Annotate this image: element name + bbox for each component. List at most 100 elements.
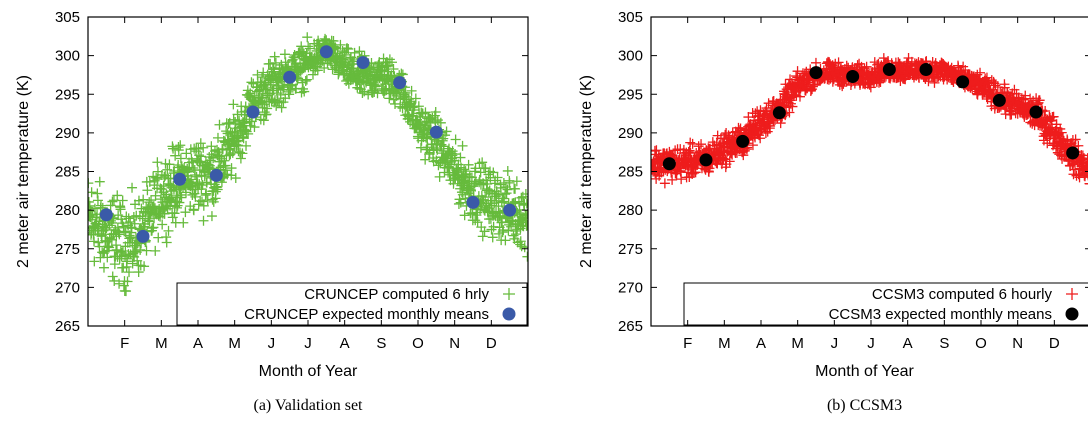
hourly-point xyxy=(520,189,528,200)
hourly-point xyxy=(198,215,209,226)
hourly-point xyxy=(299,86,310,97)
hourly-point xyxy=(670,145,681,156)
y-tick-label: 265 xyxy=(618,318,643,335)
hourly-point xyxy=(477,157,488,168)
hourly-point xyxy=(112,190,123,201)
hourly-point xyxy=(187,156,198,167)
hourly-point xyxy=(1074,172,1085,183)
monthly-mean-point xyxy=(846,69,860,83)
hourly-point xyxy=(406,85,417,96)
monthly-mean-point xyxy=(429,125,443,139)
monthly-mean-point xyxy=(809,66,823,80)
hourly-point xyxy=(839,76,850,87)
x-tick-label: D xyxy=(486,335,497,352)
hourly-point xyxy=(330,42,341,53)
monthly-mean-point xyxy=(956,75,970,89)
y-tick-label: 300 xyxy=(55,48,80,65)
hourly-point xyxy=(755,133,766,144)
y-tick-label: 290 xyxy=(55,125,80,142)
x-tick-label: J xyxy=(831,335,839,352)
hourly-point xyxy=(148,222,159,233)
hourly-point xyxy=(120,286,131,297)
hourly-point xyxy=(1070,134,1081,145)
hourly-point xyxy=(463,159,474,170)
monthly-mean-point xyxy=(1029,105,1043,119)
hourly-point xyxy=(1056,127,1067,138)
hourly-point xyxy=(667,174,678,185)
y-axis: 265 270 275 280 285 290 295 300 305 xyxy=(55,9,528,335)
hourly-point xyxy=(163,225,174,236)
hourly-point xyxy=(133,195,144,206)
monthly-means xyxy=(99,45,517,243)
hourly-point xyxy=(929,77,940,88)
hourly-point xyxy=(142,185,153,196)
hourly-point xyxy=(1084,162,1088,165)
legend-marker-hourly xyxy=(503,288,515,300)
hourly-point xyxy=(103,241,114,252)
hourly-point xyxy=(109,275,120,286)
hourly-point xyxy=(718,153,729,164)
hourly-point xyxy=(167,212,178,223)
hourly-point xyxy=(162,164,173,175)
hourly-point xyxy=(696,139,707,150)
hourly-point xyxy=(457,140,468,151)
hourly-point xyxy=(407,102,418,113)
monthly-mean-point xyxy=(99,208,113,222)
hourly-point xyxy=(685,137,696,148)
y-tick-label: 275 xyxy=(55,241,80,258)
hourly-point xyxy=(152,157,163,168)
hourly-point xyxy=(833,57,844,68)
monthly-mean-point xyxy=(699,153,713,167)
hourly-point xyxy=(1009,84,1020,95)
hourly-point xyxy=(304,43,315,54)
hourly-point xyxy=(455,152,466,163)
monthly-mean-point xyxy=(393,76,407,90)
hourly-point xyxy=(480,192,491,203)
hourly-point xyxy=(301,74,312,85)
x-tick-label: A xyxy=(340,335,350,352)
hourly-point xyxy=(747,140,758,151)
hourly-point xyxy=(104,242,115,253)
hourly-point xyxy=(89,236,100,247)
hourly-point xyxy=(430,106,441,117)
hourly-point xyxy=(241,126,252,137)
hourly-point xyxy=(150,245,161,256)
y-tick-label: 305 xyxy=(55,9,80,26)
hourly-point xyxy=(690,167,701,178)
hourly-point xyxy=(1083,157,1088,168)
y-tick-label: 305 xyxy=(618,9,643,26)
monthly-mean-point xyxy=(173,172,187,186)
hourly-point xyxy=(384,93,395,104)
x-tick-label: M xyxy=(228,335,241,352)
hourly-point xyxy=(502,165,513,176)
hourly-point xyxy=(190,191,201,202)
hourly-point xyxy=(92,195,103,206)
hourly-point xyxy=(107,217,118,228)
x-tick-label: M xyxy=(155,335,168,352)
hourly-point xyxy=(127,182,138,193)
hourly-point xyxy=(89,256,100,267)
hourly-point xyxy=(487,232,498,243)
legend-label-means: CCSM3 expected monthly means xyxy=(829,306,1052,323)
hourly-point xyxy=(211,182,222,193)
hourly-point xyxy=(477,231,488,242)
hourly-point xyxy=(1083,165,1088,167)
hourly-point xyxy=(380,61,391,72)
x-tick-label: M xyxy=(718,335,731,352)
hourly-point xyxy=(168,143,179,154)
hourly-point xyxy=(214,119,225,130)
hourly-point xyxy=(234,147,245,158)
hourly-point xyxy=(181,187,192,198)
plot-frame xyxy=(650,16,1088,327)
hourly-point xyxy=(270,57,281,68)
hourly-point xyxy=(1018,94,1029,105)
hourly-point xyxy=(95,200,106,211)
hourly-point xyxy=(765,120,776,131)
hourly-point xyxy=(349,47,360,58)
hourly-point xyxy=(990,80,1001,91)
hourly-points xyxy=(88,32,528,297)
hourly-point xyxy=(176,192,187,203)
hourly-point xyxy=(459,164,470,175)
hourly-point xyxy=(133,267,144,278)
monthly-mean-point xyxy=(209,168,223,182)
